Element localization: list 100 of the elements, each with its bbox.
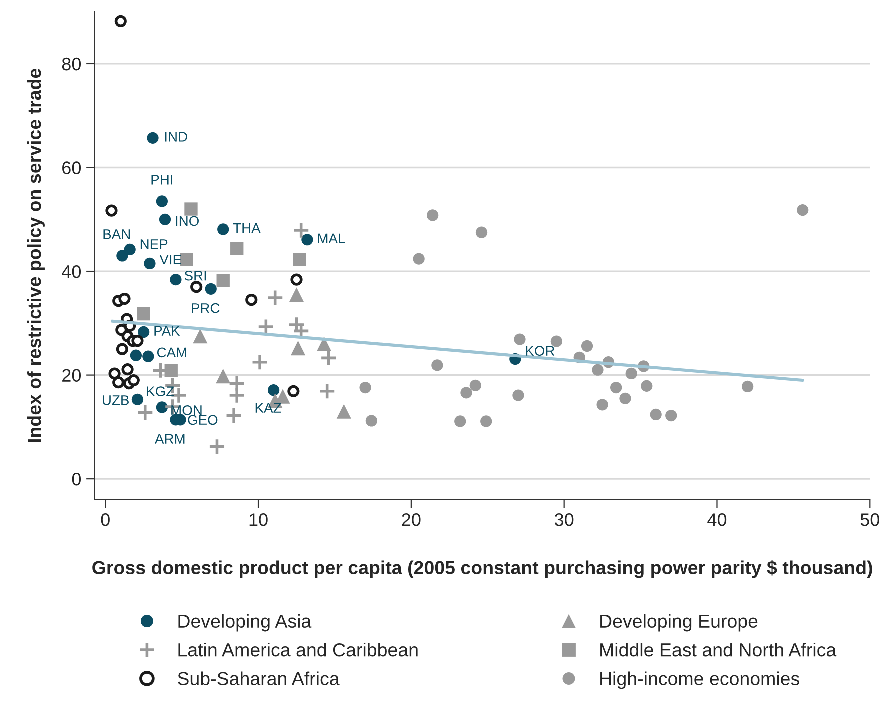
- point: [193, 329, 208, 344]
- point: [137, 307, 150, 321]
- point: [320, 350, 338, 367]
- point: [136, 404, 154, 422]
- point: [147, 132, 159, 144]
- point: [251, 354, 269, 372]
- annotation: NEP: [140, 240, 168, 250]
- point: [190, 281, 203, 294]
- point: [366, 415, 378, 427]
- point: [246, 294, 258, 306]
- x-tick-label: 0: [101, 514, 110, 526]
- point: [170, 274, 182, 286]
- annotation: VIE: [160, 255, 182, 265]
- point: [514, 334, 526, 346]
- point: [288, 385, 300, 398]
- point: [292, 222, 310, 240]
- y-tick-label: 40: [62, 265, 82, 278]
- point: [596, 399, 608, 411]
- point: [550, 336, 562, 348]
- annotation: CAM: [157, 348, 186, 358]
- annotation: BAN: [104, 230, 130, 240]
- annotation: KGZ: [147, 386, 174, 396]
- annotation: GEO: [188, 415, 218, 426]
- point: [650, 408, 662, 421]
- point: [797, 204, 809, 216]
- legend-label: Latin America and Caribbean: [178, 642, 418, 657]
- annotation: KOR: [526, 346, 555, 356]
- point: [122, 364, 134, 376]
- point: [132, 394, 144, 406]
- point: [218, 224, 230, 236]
- point: [427, 210, 439, 222]
- annotation: SRI: [184, 270, 206, 281]
- point: [360, 382, 372, 394]
- point: [268, 384, 280, 396]
- legend-label: Developing Europe: [600, 614, 758, 632]
- point: [316, 336, 332, 352]
- point: [108, 368, 121, 380]
- point: [159, 214, 172, 226]
- annotation: INO: [176, 216, 199, 226]
- point: [460, 387, 472, 399]
- point: [666, 410, 678, 422]
- legend-label: Developing Asia: [178, 614, 312, 632]
- y-tick-label: 20: [62, 369, 82, 382]
- y-tick-label: 60: [62, 162, 82, 174]
- point: [208, 438, 226, 456]
- annotation: PHI: [152, 175, 172, 185]
- point: [230, 242, 244, 256]
- point: [413, 253, 425, 265]
- point: [742, 380, 754, 393]
- point: [581, 340, 594, 352]
- point: [116, 343, 128, 356]
- point: [132, 335, 144, 348]
- point: [592, 364, 604, 376]
- annotation: THA: [233, 224, 261, 234]
- point: [480, 416, 492, 428]
- x-axis-title: Gross domestic product per capita (2005 constant purchasing power parity $ thousand): [92, 560, 872, 578]
- point: [454, 416, 466, 428]
- point: [225, 407, 243, 424]
- annotation: IND: [165, 132, 188, 142]
- point: [293, 253, 306, 266]
- point: [228, 386, 246, 404]
- point: [184, 202, 198, 216]
- point: [641, 380, 653, 392]
- point: [138, 326, 150, 338]
- point: [128, 374, 140, 387]
- annotation: MON: [172, 406, 202, 416]
- annotation: PRC: [192, 303, 220, 314]
- annotation: PAK: [154, 326, 180, 336]
- x-tick-label: 30: [554, 514, 574, 526]
- point: [626, 368, 638, 380]
- point: [116, 250, 128, 262]
- x-tick-label: 50: [860, 514, 880, 526]
- point: [266, 289, 284, 307]
- x-tick-label: 10: [250, 514, 268, 526]
- annotation: ARM: [154, 434, 185, 444]
- point: [164, 364, 178, 378]
- point: [302, 234, 314, 246]
- point: [318, 382, 336, 400]
- legend-label: High-income economies: [600, 672, 800, 690]
- point: [470, 380, 482, 392]
- point: [118, 292, 131, 306]
- point: [112, 376, 125, 389]
- point: [290, 274, 303, 286]
- point: [336, 404, 352, 419]
- point: [216, 369, 231, 384]
- point: [432, 360, 444, 372]
- y-tick-label: 80: [62, 58, 82, 71]
- annotation: UZB: [103, 396, 129, 406]
- point: [130, 350, 142, 362]
- x-tick-label: 40: [708, 514, 727, 526]
- point: [106, 204, 118, 217]
- point: [124, 244, 136, 256]
- point: [114, 15, 127, 28]
- annotation: MAL: [318, 234, 346, 244]
- point: [290, 341, 306, 356]
- point: [512, 390, 524, 402]
- point: [620, 392, 632, 404]
- point: [156, 196, 168, 208]
- point: [180, 253, 194, 266]
- point: [142, 350, 154, 362]
